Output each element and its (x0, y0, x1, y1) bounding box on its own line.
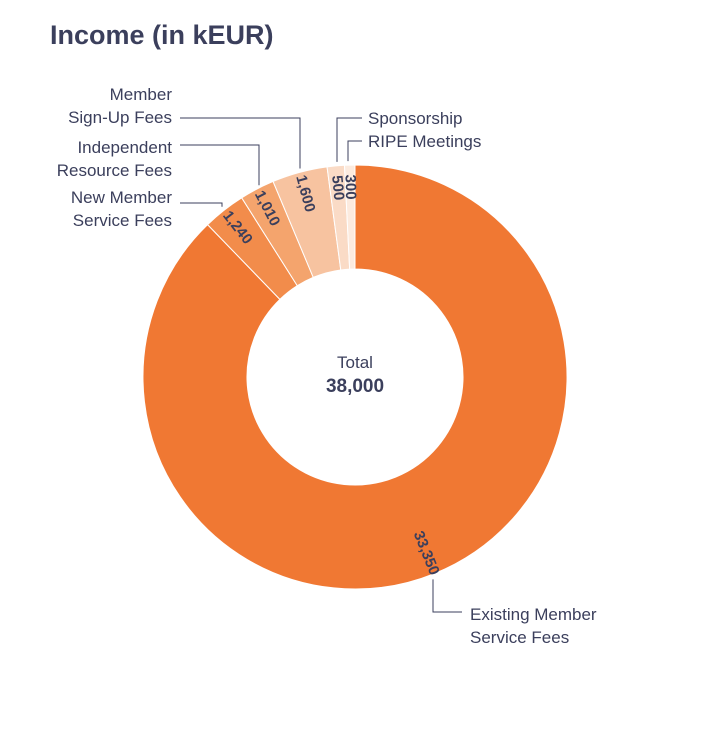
category-label-ripe-meetings: RIPE Meetings (368, 132, 481, 151)
category-label-line: Sponsorship (368, 109, 463, 128)
leader-line-new-member-service-fees (180, 202, 223, 207)
category-label-independent-resource-fees: Independent Resource Fees (57, 138, 173, 180)
category-label-line: Member (110, 85, 173, 104)
category-label-line: New Member (71, 188, 172, 207)
chart-title: Income (in kEUR) (50, 20, 274, 50)
leader-line-sponsorship (336, 117, 362, 162)
category-label-line: Service Fees (470, 628, 569, 647)
slice-ripe-meetings (343, 164, 356, 270)
category-label-member-sign-up-fees: Member Sign-Up Fees (68, 85, 172, 127)
category-label-line: Sign-Up Fees (68, 108, 172, 127)
value-label-sponsorship: 500 (328, 175, 347, 201)
leader-line-member-sign-up-fees (180, 117, 301, 169)
total-label: Total (337, 353, 373, 372)
total-value: 38,000 (326, 376, 384, 397)
category-label-line: Resource Fees (57, 161, 172, 180)
leader-line-ripe-meetings (347, 140, 362, 162)
category-label-sponsorship: Sponsorship (368, 109, 463, 128)
category-label-line: Independent (77, 138, 172, 157)
category-label-line: Service Fees (73, 211, 172, 230)
value-label-ripe-meetings: 300 (341, 174, 359, 199)
leader-line-existing-member-service-fees (432, 579, 462, 613)
category-label-existing-member-service-fees: Existing Member Service Fees (470, 605, 597, 647)
leader-line-independent-resource-fees (180, 144, 260, 186)
category-label-line: RIPE Meetings (368, 132, 481, 151)
category-label-new-member-service-fees: New Member Service Fees (71, 188, 172, 230)
slice-existing-member-service-fees (142, 164, 568, 590)
category-label-line: Existing Member (470, 605, 597, 624)
